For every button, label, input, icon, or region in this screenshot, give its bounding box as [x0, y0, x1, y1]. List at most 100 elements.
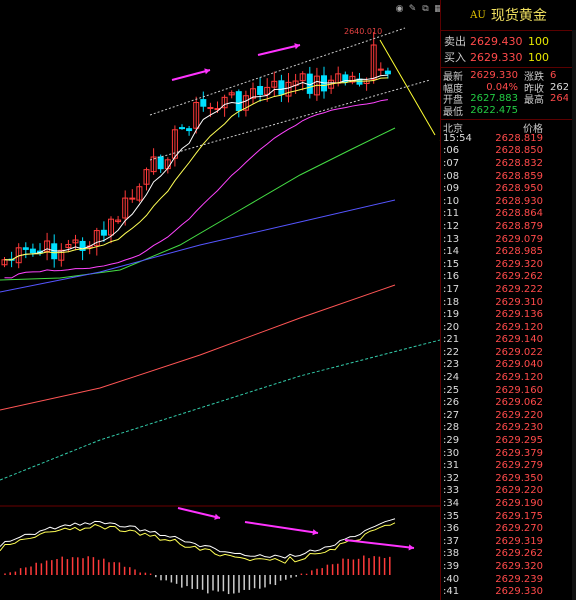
- tick-time: :18: [443, 296, 460, 308]
- tick-row: :17 2629.222: [441, 283, 576, 296]
- candle-body: [370, 44, 377, 80]
- tick-row: :28 2629.230: [441, 422, 576, 435]
- candle-body: [179, 127, 185, 130]
- tick-time: :39: [443, 560, 460, 572]
- tick-time: :36: [443, 523, 460, 535]
- tick-price: 2629.379: [495, 447, 543, 459]
- tick-time: :35: [443, 510, 460, 522]
- tick-time: :14: [443, 246, 460, 258]
- tick-price: 2628.850: [495, 145, 543, 157]
- candle-body: [377, 68, 384, 71]
- annotation-arrow-head: [214, 513, 220, 520]
- ma120-line: [0, 199, 396, 293]
- tick-row: :22 2629.022: [441, 346, 576, 359]
- annotation-arrow-head: [408, 544, 414, 551]
- tick-time: :09: [443, 183, 460, 195]
- tick-row: :35 2629.175: [441, 510, 576, 523]
- tick-row: :07 2628.832: [441, 157, 576, 170]
- tick-time: :08: [443, 170, 460, 182]
- candle-body: [278, 80, 285, 95]
- candle-body: [349, 75, 356, 83]
- change-label: 涨跌: [524, 72, 544, 84]
- sell-row[interactable]: 卖出 2629.430 100: [441, 33, 576, 49]
- ma60-line: [0, 127, 396, 281]
- tick-time: :38: [443, 548, 460, 560]
- tick-time: :15: [443, 258, 460, 270]
- candle-body: [93, 230, 100, 247]
- tick-row: :24 2629.120: [441, 371, 576, 384]
- tick-row: :18 2629.310: [441, 296, 576, 309]
- last-label: 最新: [443, 72, 463, 84]
- channel-upper: [149, 27, 406, 116]
- tile-icon[interactable]: ▦: [434, 4, 443, 14]
- tick-row: :29 2629.295: [441, 434, 576, 447]
- tick-row: :26 2629.062: [441, 396, 576, 409]
- candle-body: [79, 240, 86, 251]
- tick-row: :27 2629.220: [441, 409, 576, 422]
- panel-scrollbar[interactable]: [572, 30, 576, 600]
- change-value: 6: [550, 70, 557, 82]
- pct-value: 0.04%: [486, 81, 518, 93]
- ticks-list[interactable]: 15:54 2628.819:06 2628.850:07 2628.832:08 26…: [441, 132, 576, 598]
- tick-row: :37 2629.319: [441, 535, 576, 548]
- candle-body: [242, 95, 249, 111]
- candle-body: [143, 169, 150, 185]
- candle-body: [299, 73, 306, 82]
- open-label: 开盘: [443, 95, 463, 107]
- tick-price: 2629.222: [495, 283, 543, 295]
- tick-row: :08 2628.859: [441, 170, 576, 183]
- instrument-name: 现货黄金: [490, 8, 547, 24]
- quote-panel: AU 现货黄金 卖出 2629.430 100 买入 2629.330 100 …: [440, 0, 576, 600]
- tick-price: 2629.262: [495, 548, 543, 560]
- low-label: 最低: [443, 106, 463, 118]
- tick-row: :34 2629.190: [441, 497, 576, 510]
- tick-row: :38 2629.262: [441, 548, 576, 561]
- tick-price: 2628.950: [495, 183, 543, 195]
- prev-close-label: 昨收: [524, 83, 544, 95]
- tick-time: :12: [443, 220, 460, 232]
- candle-body: [171, 129, 178, 159]
- bid-ask-box: 卖出 2629.430 100 买入 2629.330 100: [441, 31, 576, 68]
- tick-row: :23 2629.040: [441, 359, 576, 372]
- ma500-line: [0, 339, 440, 481]
- tick-price: 2629.319: [495, 535, 543, 547]
- candle-body: [100, 229, 107, 236]
- tick-row: :39 2629.320: [441, 560, 576, 573]
- tick-row: :12 2628.879: [441, 220, 576, 233]
- candle-body: [157, 156, 164, 170]
- buy-volume: 100: [528, 50, 549, 64]
- sell-label: 卖出: [444, 35, 466, 48]
- candle-body: [129, 197, 136, 200]
- tick-time: :10: [443, 195, 460, 207]
- tick-time: :40: [443, 573, 460, 585]
- tick-row: :14 2628.985: [441, 245, 576, 258]
- candle-body: [228, 92, 235, 96]
- tick-price: 2629.120: [495, 321, 543, 333]
- tick-price: 2628.930: [495, 195, 543, 207]
- tick-price: 2629.295: [495, 435, 543, 447]
- high-value: 2640: [550, 93, 568, 105]
- tick-time: :25: [443, 384, 460, 396]
- tick-price: 2629.320: [495, 560, 543, 572]
- annotation-arrow-head: [312, 529, 318, 536]
- copy-icon[interactable]: ⧉: [422, 4, 429, 14]
- kline-chart[interactable]: [0, 0, 440, 600]
- edit-icon[interactable]: ✎: [408, 4, 417, 14]
- candle-body: [264, 86, 271, 95]
- tick-row: :30 2629.379: [441, 447, 576, 460]
- eye-icon[interactable]: ◉: [395, 4, 404, 14]
- tick-price: 2629.160: [495, 384, 543, 396]
- tick-price: 2629.022: [495, 346, 543, 358]
- candle-body: [285, 81, 292, 97]
- buy-label: 买入: [444, 51, 466, 64]
- tick-time: :32: [443, 472, 460, 484]
- tick-price: 2628.859: [495, 170, 543, 182]
- candle-body: [186, 128, 193, 132]
- buy-row[interactable]: 买入 2629.330 100: [441, 49, 576, 65]
- tick-price: 2629.350: [495, 472, 543, 484]
- ma20-line: [4, 99, 388, 279]
- tick-time: :37: [443, 535, 460, 547]
- tick-row: :41 2629.330: [441, 585, 576, 598]
- tick-time: :34: [443, 498, 460, 510]
- candle-body: [193, 102, 200, 129]
